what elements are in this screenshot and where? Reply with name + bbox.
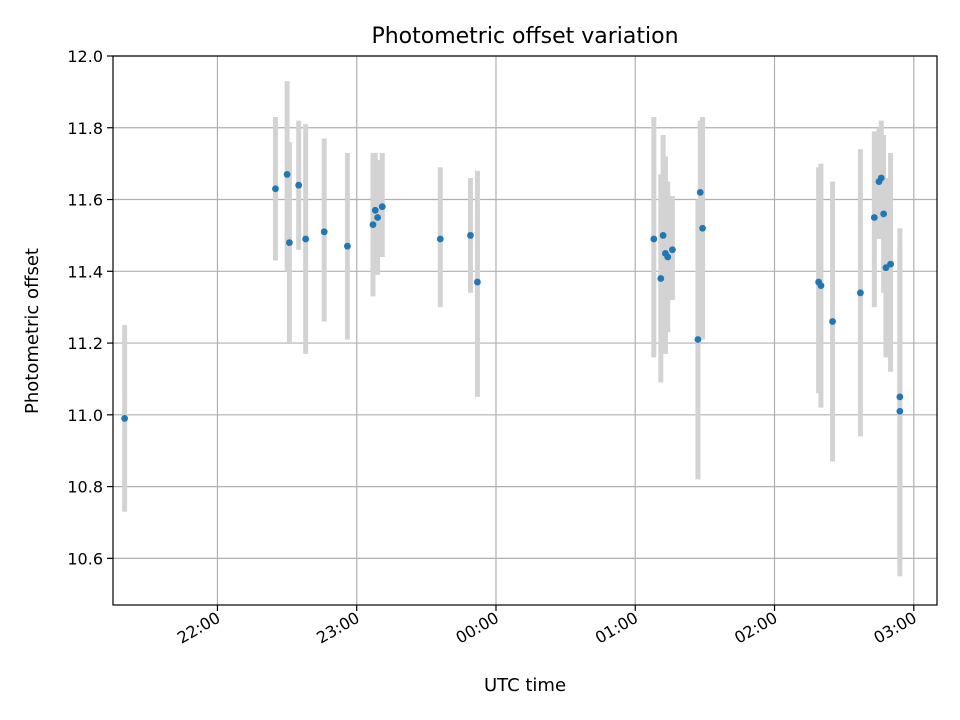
data-point — [887, 260, 894, 268]
data-point — [668, 246, 676, 254]
data-point — [664, 253, 672, 261]
y-tick-label: 11.6 — [67, 191, 103, 210]
data-point — [320, 228, 328, 236]
y-axis-label: Photometric offset — [22, 248, 43, 414]
data-point — [371, 206, 379, 214]
chart-title: Photometric offset variation — [371, 24, 678, 49]
x-tick-label: 23:00 — [313, 608, 362, 648]
data-point — [121, 415, 129, 422]
data-point — [699, 224, 706, 232]
data-point — [817, 282, 825, 290]
data-point — [286, 239, 293, 246]
data-points — [121, 171, 904, 422]
y-tick-label: 11.2 — [67, 334, 103, 353]
data-point — [283, 171, 291, 178]
error-bars — [122, 81, 903, 577]
y-tick-label: 10.8 — [67, 478, 103, 497]
y-tick-label: 11.8 — [67, 119, 103, 138]
data-point — [870, 214, 878, 221]
y-axis: 10.6 10.8 11.0 11.2 11.4 11.6 11.8 12.0 — [67, 47, 113, 568]
y-tick-label: 10.6 — [67, 549, 103, 568]
data-point — [696, 188, 704, 196]
data-point — [344, 242, 351, 250]
plot-frame — [112, 55, 938, 606]
x-tick-label: 02:00 — [731, 608, 780, 648]
data-point — [467, 232, 474, 239]
data-point — [880, 210, 888, 218]
data-point — [369, 221, 377, 229]
data-point — [857, 289, 864, 297]
data-point — [378, 203, 386, 211]
x-tick-label: 01:00 — [592, 608, 641, 648]
x-tick-label: 03:00 — [870, 608, 919, 648]
data-point — [896, 393, 904, 401]
x-axis-label: UTC time — [484, 675, 566, 696]
grid — [113, 55, 937, 605]
data-point — [272, 185, 279, 193]
data-point — [694, 336, 702, 343]
data-point — [650, 235, 658, 243]
data-point — [659, 232, 667, 239]
data-point — [657, 275, 665, 282]
data-point — [829, 318, 836, 325]
x-tick-label: 22:00 — [174, 608, 223, 648]
y-tick-label: 11.4 — [67, 262, 103, 281]
data-point — [295, 181, 303, 189]
data-point — [436, 235, 444, 243]
x-axis: 22:00 23:00 00:00 01:00 02:00 03:00 — [174, 605, 920, 648]
data-point — [474, 278, 481, 286]
data-point — [302, 235, 310, 243]
y-tick-label: 11.0 — [67, 406, 103, 425]
data-point — [374, 214, 382, 221]
y-tick-label: 12.0 — [67, 47, 103, 66]
data-point — [877, 174, 885, 182]
data-point — [896, 407, 904, 415]
x-tick-label: 00:00 — [453, 608, 502, 648]
data-point — [882, 264, 890, 272]
